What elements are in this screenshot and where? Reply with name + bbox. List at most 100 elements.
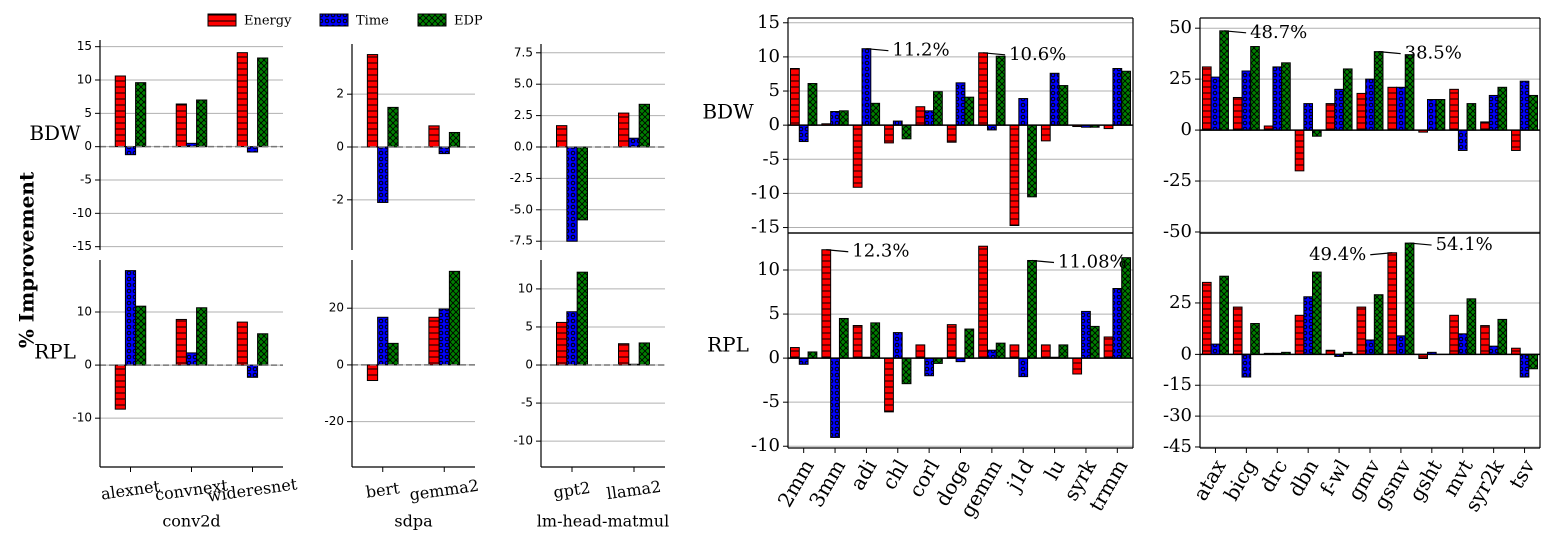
bar	[924, 357, 935, 377]
bar	[830, 111, 840, 126]
bar	[366, 364, 379, 382]
bar	[438, 308, 450, 366]
bar	[1449, 88, 1459, 131]
bar	[638, 342, 651, 366]
y-tick-label: 15	[77, 39, 92, 53]
bar	[428, 316, 440, 366]
bar	[1272, 66, 1283, 131]
bar	[1112, 68, 1123, 126]
bar	[1058, 85, 1069, 126]
bar	[838, 317, 849, 359]
x-tick-label: atax	[1188, 455, 1231, 505]
y-tick-label: -10	[751, 435, 780, 456]
bar	[978, 245, 988, 359]
bar	[377, 316, 389, 366]
bar	[915, 106, 926, 126]
bar	[1466, 103, 1477, 131]
bar	[1396, 86, 1406, 131]
y-tick-label: -15	[751, 217, 780, 238]
y-tick-label: -20	[324, 414, 344, 428]
bar	[628, 137, 640, 148]
annotation-leader	[1370, 252, 1393, 256]
bar	[946, 124, 957, 143]
x-tick-label: dbn	[1283, 455, 1323, 500]
bar	[838, 110, 849, 126]
annotation: 48.7%	[1250, 22, 1307, 43]
annotation: 10.6%	[1009, 44, 1066, 65]
bar	[915, 344, 926, 359]
bar	[1219, 30, 1229, 131]
bar	[1232, 306, 1243, 355]
bar	[798, 124, 809, 143]
bar	[901, 357, 912, 385]
annotation-leader	[826, 249, 849, 253]
y-tick-label: -45	[1163, 436, 1192, 457]
bar	[135, 305, 147, 366]
y-tick-label: 0.0	[514, 140, 533, 154]
bar	[1511, 129, 1521, 151]
bar	[807, 351, 818, 359]
bar	[852, 124, 863, 188]
bar	[1497, 318, 1508, 355]
bar	[1312, 129, 1322, 137]
bar	[955, 82, 966, 126]
bar	[1365, 339, 1375, 355]
bar	[1511, 347, 1521, 355]
y-tick-label: 10	[757, 259, 780, 280]
x-tick-label: bert	[365, 478, 402, 502]
annotation: 38.5%	[1405, 43, 1462, 64]
legend-swatch	[207, 13, 237, 27]
legend-swatch	[417, 13, 447, 27]
bar	[1303, 103, 1314, 131]
y-tick-label: 15	[757, 12, 780, 33]
bar	[135, 82, 147, 148]
y-axis-label: % Improvement	[15, 171, 39, 348]
bar	[1103, 336, 1114, 359]
bar	[448, 131, 461, 148]
y-tick-label: 10	[77, 73, 92, 87]
x-tick-label: gsht	[1404, 455, 1447, 505]
bar	[1356, 306, 1367, 355]
annotation-leader	[1224, 30, 1247, 34]
bar	[1528, 94, 1539, 131]
bar	[1334, 88, 1344, 131]
annotation: 49.4%	[1309, 244, 1366, 265]
annotation: 12.3%	[852, 241, 909, 262]
bar	[366, 54, 379, 148]
bar	[1250, 46, 1260, 131]
y-tick-label: 5	[84, 106, 92, 120]
y-tick-label: 10	[77, 305, 92, 319]
legend-label: Time	[356, 14, 389, 29]
bar	[1219, 275, 1229, 355]
bar	[1040, 124, 1051, 142]
bar	[1519, 80, 1530, 131]
bar	[428, 125, 440, 148]
y-tick-label: 2.5	[514, 108, 533, 122]
bar	[807, 83, 818, 126]
bar	[924, 110, 935, 126]
bar	[830, 357, 840, 438]
bar	[576, 271, 589, 366]
bar	[790, 347, 800, 359]
bar	[1373, 51, 1384, 131]
bar	[246, 364, 259, 378]
bar	[870, 102, 881, 126]
bar	[995, 342, 1006, 359]
y-tick-label: -25	[1163, 170, 1192, 191]
bar	[175, 318, 187, 366]
y-tick-label: 5.0	[514, 77, 533, 91]
bar	[1089, 325, 1100, 359]
bar	[870, 322, 881, 359]
bar	[1040, 344, 1051, 359]
row-label: RPL	[34, 340, 76, 364]
bar	[1027, 259, 1037, 359]
bar	[1435, 99, 1446, 131]
bar	[1232, 96, 1243, 131]
annotation-leader	[866, 48, 889, 52]
y-tick-label: -5	[80, 173, 92, 187]
y-tick-label: -50	[1163, 221, 1192, 242]
y-tick-label: 2	[336, 87, 344, 101]
bar	[933, 91, 943, 126]
bar	[964, 328, 975, 359]
